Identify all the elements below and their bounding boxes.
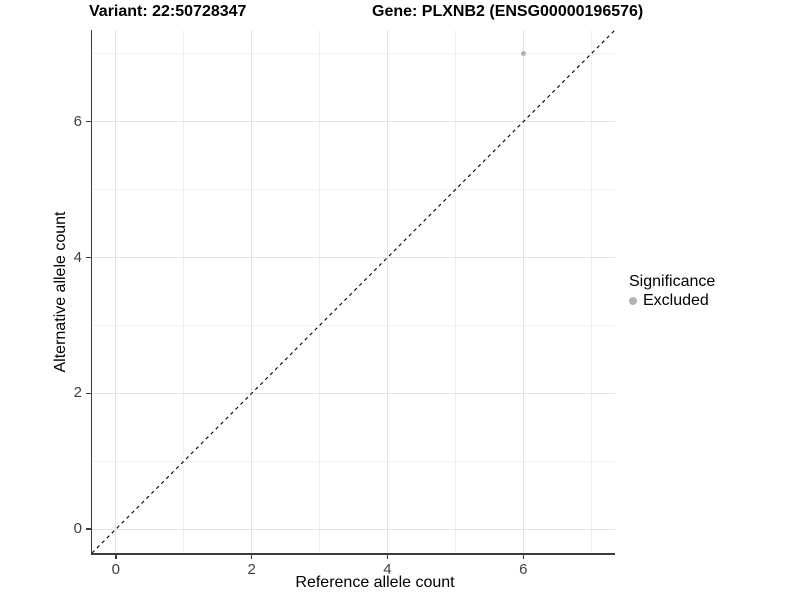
y-tick-label: 0: [73, 520, 82, 538]
x-tick-mark: [250, 554, 253, 559]
gridline-y-minor: [92, 189, 615, 191]
y-tick-mark: [85, 256, 91, 259]
gridline-x-minor: [319, 30, 321, 553]
gridline-y-minor: [92, 460, 615, 462]
x-tick-label: 0: [111, 561, 120, 578]
y-tick-label: 2: [73, 384, 82, 402]
y-tick-mark: [85, 120, 91, 123]
gridline-x-major: [251, 30, 253, 553]
x-tick-mark: [115, 554, 117, 559]
gridline-y-major: [92, 121, 615, 123]
x-tick-label: 2: [247, 561, 256, 578]
y-tick-label: 4: [73, 248, 82, 266]
gene-title: Gene: PLXNB2 (ENSG00000196576): [372, 3, 644, 20]
x-axis-line: [90, 553, 615, 555]
gridline-x-major: [115, 30, 117, 553]
gridline-y-major: [92, 528, 615, 530]
y-tick-mark: [85, 528, 91, 530]
gridline-y-major: [92, 257, 615, 259]
gridline-y-minor: [92, 324, 615, 326]
y-tick-mark: [85, 392, 91, 395]
gridline-y-minor: [92, 53, 615, 55]
legend: Significance Excluded: [629, 272, 715, 310]
gridline-x-major: [522, 30, 524, 553]
gridline-x-minor: [590, 30, 592, 553]
x-axis-title: Reference allele count: [295, 574, 455, 591]
gridline-x-minor: [454, 30, 456, 553]
legend-entry-label: Excluded: [643, 292, 709, 309]
plot-panel: 0 2 4 6 0 2 4 6: [74, 29, 616, 578]
data-point: [520, 51, 526, 57]
x-tick-label: 6: [519, 561, 528, 578]
y-tick-label: 6: [73, 112, 82, 130]
x-tick-mark: [386, 554, 389, 559]
gridline-y-major: [92, 392, 615, 394]
legend-point-icon: [629, 296, 637, 305]
legend-entry-excluded: Excluded: [629, 291, 715, 310]
gridline-x-major: [386, 30, 388, 553]
legend-title: Significance: [629, 273, 716, 290]
y-axis-title: Alternative allele count: [52, 211, 69, 373]
x-tick-label: 4: [383, 561, 392, 578]
x-tick-mark: [522, 554, 525, 559]
y-axis-line: [90, 30, 92, 555]
variant-title: Variant: 22:50728347: [89, 3, 247, 20]
identity-line: [91, 29, 616, 554]
gridline-x-minor: [183, 30, 185, 553]
